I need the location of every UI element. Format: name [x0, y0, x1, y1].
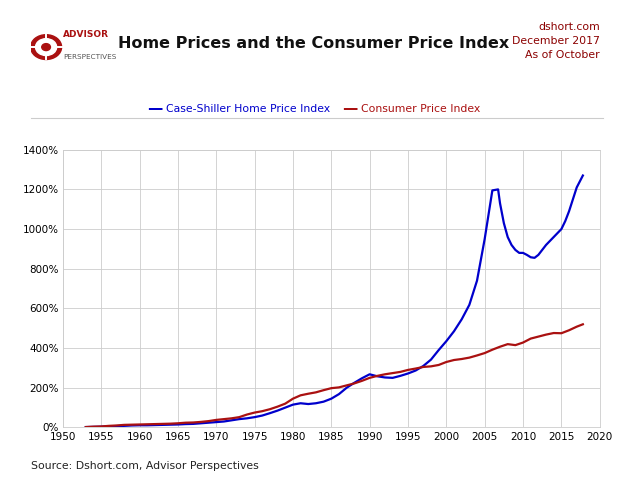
Circle shape — [31, 35, 62, 59]
Text: Consumer Price Index: Consumer Price Index — [361, 104, 480, 114]
Circle shape — [36, 39, 57, 56]
Text: ADVISOR: ADVISOR — [63, 29, 109, 39]
Text: Source: Dshort.com, Advisor Perspectives: Source: Dshort.com, Advisor Perspectives — [31, 461, 259, 471]
Text: —: — — [148, 101, 163, 116]
Text: Case-Shiller Home Price Index: Case-Shiller Home Price Index — [166, 104, 330, 114]
Text: —: — — [342, 101, 357, 116]
Text: PERSPECTIVES: PERSPECTIVES — [63, 54, 117, 60]
Text: dshort.com
December 2017
As of October: dshort.com December 2017 As of October — [512, 22, 600, 60]
Circle shape — [41, 43, 50, 51]
Text: Home Prices and the Consumer Price Index: Home Prices and the Consumer Price Index — [118, 36, 510, 51]
